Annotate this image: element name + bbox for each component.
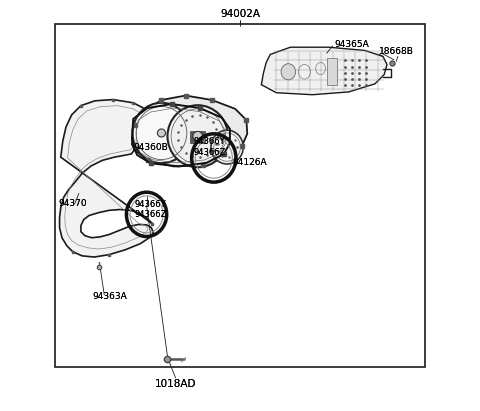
Text: 94360B: 94360B — [133, 143, 168, 152]
Text: 94370: 94370 — [58, 199, 86, 208]
Text: 94366Y
94366Z: 94366Y 94366Z — [134, 200, 167, 219]
Ellipse shape — [157, 129, 166, 137]
Text: 94002A: 94002A — [220, 9, 260, 19]
Polygon shape — [60, 99, 154, 257]
Text: 94363A: 94363A — [92, 292, 127, 300]
Ellipse shape — [168, 105, 228, 167]
Text: 94366Y
94366Z: 94366Y 94366Z — [194, 137, 226, 157]
Bar — [326, 58, 336, 85]
Text: 18668B: 18668B — [379, 47, 414, 56]
Text: 94363A: 94363A — [92, 292, 127, 300]
Ellipse shape — [211, 130, 243, 164]
Ellipse shape — [193, 132, 203, 141]
Bar — [190, 132, 205, 143]
Polygon shape — [261, 47, 387, 95]
Polygon shape — [132, 95, 247, 166]
Text: 94366Y
94366Z: 94366Y 94366Z — [194, 137, 226, 157]
Text: 94360B: 94360B — [133, 143, 168, 152]
Text: 94365A: 94365A — [335, 40, 370, 49]
Text: 94370: 94370 — [58, 199, 86, 208]
Text: 94366Y
94366Z: 94366Y 94366Z — [134, 200, 167, 219]
Text: 1018AD: 1018AD — [155, 379, 196, 388]
Text: 18668B: 18668B — [379, 47, 414, 56]
Text: 94365A: 94365A — [335, 40, 370, 49]
Text: 94126A: 94126A — [232, 158, 266, 167]
Text: 94002A: 94002A — [220, 9, 260, 19]
Bar — [55, 24, 425, 367]
Ellipse shape — [281, 64, 296, 80]
Text: 94126A: 94126A — [232, 158, 266, 167]
Text: 1018AD: 1018AD — [155, 379, 196, 388]
Ellipse shape — [132, 103, 191, 163]
